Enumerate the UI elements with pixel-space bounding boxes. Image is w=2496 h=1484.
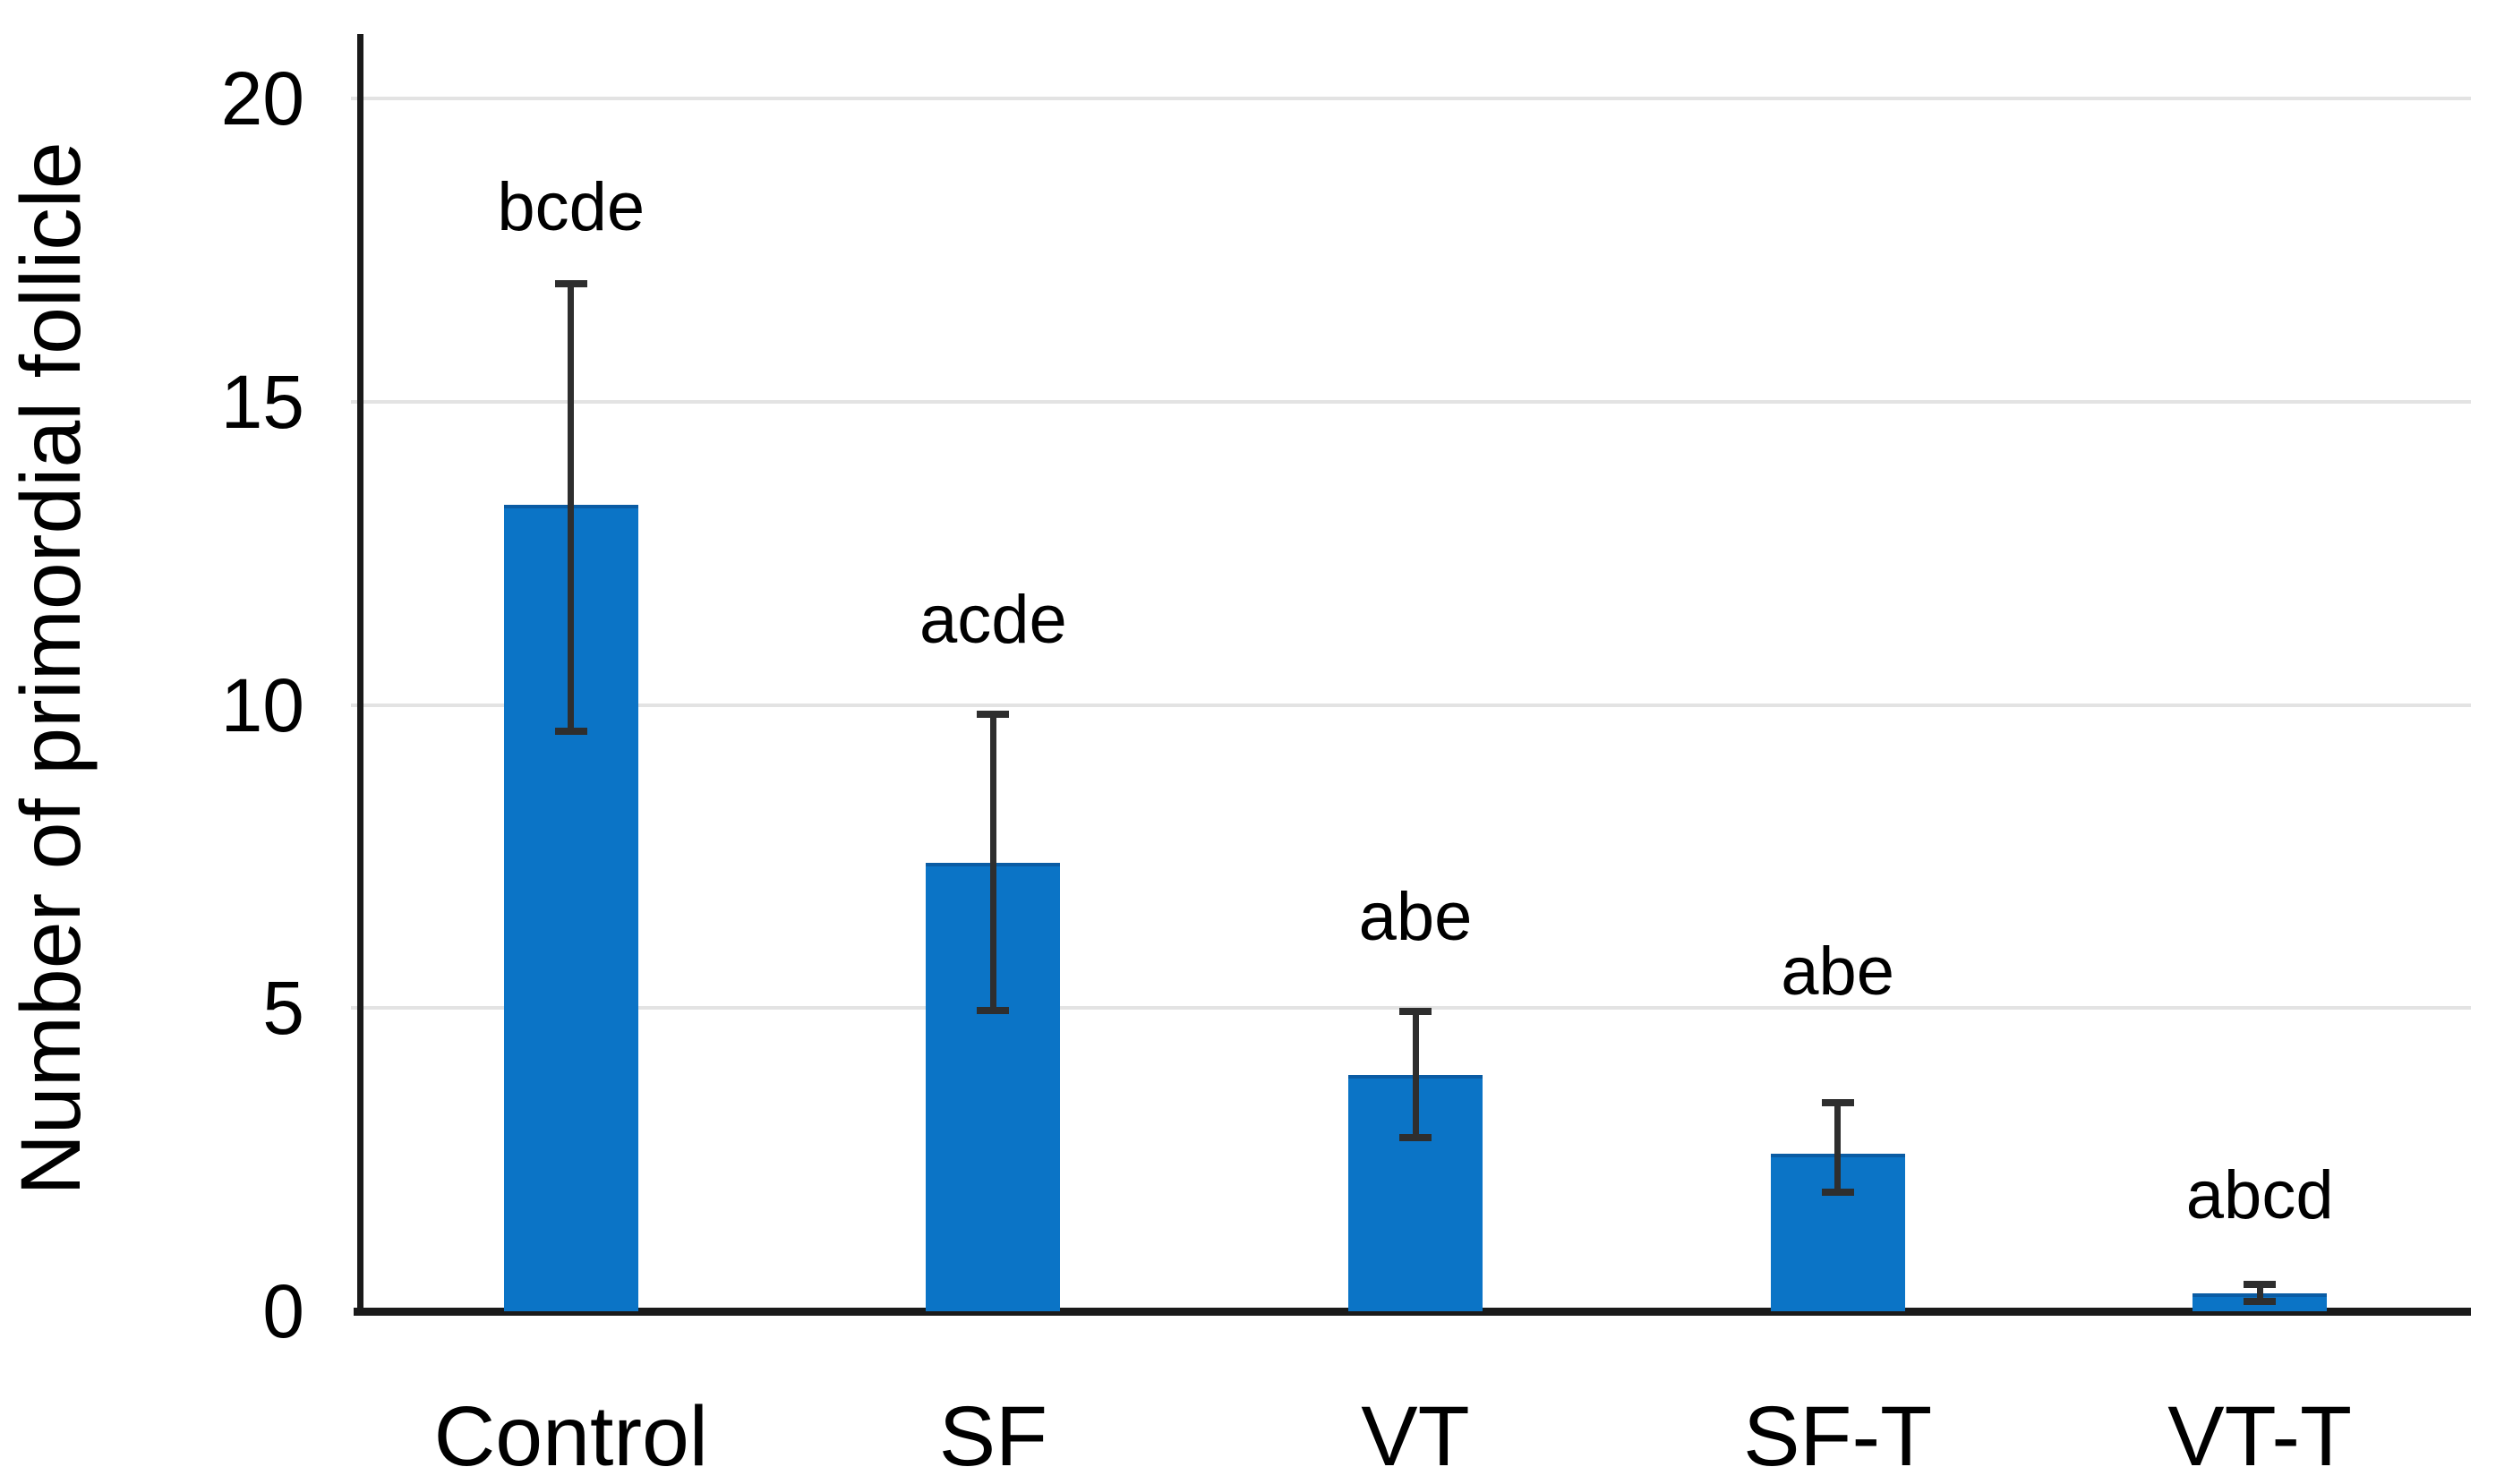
error-bar-cap-bottom <box>554 728 587 736</box>
error-bar-cap-top <box>554 280 587 288</box>
error-bar-control <box>554 280 587 736</box>
y-axis-line <box>357 34 363 1311</box>
error-bar-stem <box>989 711 996 1015</box>
gridline-20 <box>351 97 2471 100</box>
error-bar-cap-top <box>1399 1008 1432 1016</box>
x-tick-label-vt: VT <box>1361 1389 1470 1484</box>
error-bar-cap-bottom <box>2244 1298 2277 1306</box>
x-tick-label-sf-t: SF-T <box>1743 1389 1933 1484</box>
gridline-15 <box>351 399 2471 404</box>
significance-label-sf: acde <box>919 581 1067 658</box>
error-bar-sf-t <box>1821 1098 1854 1197</box>
significance-label-vt: abe <box>1358 878 1473 955</box>
x-tick-label-sf: SF <box>938 1389 1048 1484</box>
y-tick-label-10: 10 <box>220 662 304 747</box>
error-bar-stem <box>1412 1008 1419 1142</box>
significance-label-control: bcde <box>497 168 645 245</box>
y-tick-label-15: 15 <box>220 359 304 444</box>
y-tick-label-20: 20 <box>220 56 304 141</box>
error-bar-cap-bottom <box>977 1007 1010 1015</box>
error-bar-cap-bottom <box>1821 1189 1854 1197</box>
x-axis-line <box>354 1308 2471 1316</box>
error-bar-cap-top <box>2244 1281 2277 1289</box>
error-bar-stem <box>568 280 575 736</box>
error-bar-sf <box>977 711 1010 1015</box>
y-tick-label-5: 5 <box>262 966 304 1051</box>
significance-label-sf-t: abe <box>1781 933 1894 1010</box>
x-tick-label-vt-t: VT-T <box>2167 1389 2353 1484</box>
error-bar-stem <box>1834 1098 1842 1197</box>
significance-label-vt-t: abcd <box>2185 1157 2334 1234</box>
error-bar-cap-bottom <box>1399 1134 1432 1142</box>
error-bar-vt-t <box>2244 1281 2277 1306</box>
x-tick-label-control: Control <box>433 1389 708 1484</box>
error-bar-cap-top <box>977 711 1010 719</box>
error-bar-cap-top <box>1821 1098 1854 1106</box>
y-tick-label-0: 0 <box>262 1269 304 1353</box>
error-bar-stem <box>2256 1281 2263 1306</box>
error-bar-vt <box>1399 1008 1432 1142</box>
gridline-10 <box>351 703 2471 707</box>
